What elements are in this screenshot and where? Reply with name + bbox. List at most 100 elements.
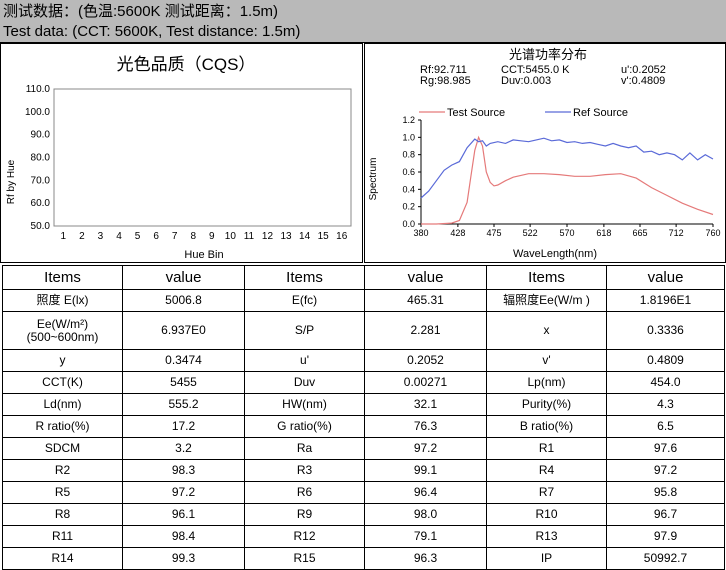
spectrum-y-tick-label: 1.0 [402, 132, 415, 142]
table-item-value: 5455 [122, 371, 245, 394]
table-item-name: R7 [486, 481, 607, 504]
table-item-value: 454.0 [606, 371, 725, 394]
spectrum-x-tick-label: 380 [413, 228, 428, 238]
table-row: Ld(nm) 555.2 HW(nm) 32.1 Purity(%) 4.3 [2, 393, 725, 416]
table-item-value: 99.1 [364, 459, 487, 482]
column-header-items: Items [2, 265, 123, 290]
table-item-name: R12 [244, 525, 365, 548]
table-item-name: R15 [244, 547, 365, 570]
cqs-x-tick-label: 9 [209, 231, 215, 242]
cqs-x-tick-label: 5 [135, 231, 141, 242]
column-header-value: value [606, 265, 725, 290]
table-item-value: 97.2 [606, 459, 725, 482]
table-item-value: 465.31 [364, 289, 487, 312]
table-item-value: 17.2 [122, 415, 245, 438]
cqs-x-tick-label: 4 [116, 231, 122, 242]
stat-v-prime: v':0.4809 [621, 75, 665, 87]
table-item-name: v' [486, 349, 607, 372]
table-item-name: Ld(nm) [2, 393, 123, 416]
stat-u-prime: u':0.2052 [621, 64, 666, 76]
measurement-table: Items value Items value Items value 照度 E(lx) 50… [2, 265, 725, 570]
stat-duv: Duv:0.003 [501, 75, 551, 87]
table-item-value: 96.4 [364, 481, 487, 504]
table-item-name: S/P [244, 311, 365, 350]
table-item-name: Purity(%) [486, 393, 607, 416]
spectrum-y-tick-label: 0.0 [402, 219, 415, 229]
table-item-name: R8 [2, 503, 123, 526]
cqs-y-tick-label: 90.0 [31, 130, 51, 141]
table-row: CCT(K) 5455 Duv 0.00271 Lp(nm) 454.0 [2, 371, 725, 394]
header-title-chinese: 测试数据：(色温:5600K 测试距离：1.5m) [3, 3, 279, 20]
spectrum-x-tick-label: 618 [596, 228, 611, 238]
table-item-value: 50992.7 [606, 547, 725, 570]
ref-source-line [420, 137, 714, 199]
legend-test-label: Test Source [447, 107, 505, 119]
cqs-x-axis-label: Hue Bin [184, 249, 223, 261]
table-item-value: 97.6 [606, 437, 725, 460]
cqs-x-tick-label: 16 [336, 231, 348, 242]
spectrum-chart-title: 光谱功率分布 [509, 47, 587, 62]
table-item-value: 98.0 [364, 503, 487, 526]
table-item-name: Lp(nm) [486, 371, 607, 394]
header-title-english: Test data: (CCT: 5600K, Test distance: 1… [3, 23, 301, 40]
table-item-name: Ee(W/m²)(500~600nm) [2, 311, 123, 350]
cqs-y-tick-label: 60.0 [31, 198, 51, 209]
legend-ref-label: Ref Source [573, 107, 628, 119]
table-item-name: HW(nm) [244, 393, 365, 416]
cqs-bar-chart: 光色品质（CQS） Rf by Hue Hue Bin 949895929196… [6, 55, 352, 261]
spectrum-x-tick-label: 665 [632, 228, 647, 238]
cqs-x-tick-label: 14 [299, 231, 311, 242]
table-item-value: 6.937E0 [122, 311, 245, 350]
table-item-name: CCT(K) [2, 371, 123, 394]
table-item-name: Ra [244, 437, 365, 460]
table-item-name: R9 [244, 503, 365, 526]
table-item-name: R2 [2, 459, 123, 482]
spectrum-x-tick-label: 428 [450, 228, 465, 238]
cqs-x-tick-label: 11 [244, 231, 255, 242]
table-item-value: 0.4809 [606, 349, 725, 372]
table-item-name: R11 [2, 525, 123, 548]
table-item-name: SDCM [2, 437, 123, 460]
table-item-value: 96.3 [364, 547, 487, 570]
table-item-name: R14 [2, 547, 123, 570]
cqs-y-tick-label: 70.0 [31, 175, 51, 186]
cqs-x-tick-label: 15 [318, 231, 330, 242]
table-item-value: 96.7 [606, 503, 725, 526]
spectrum-x-tick-label: 712 [669, 228, 684, 238]
table-item-value: 4.3 [606, 393, 725, 416]
table-item-name: u' [244, 349, 365, 372]
cqs-x-tick-label: 13 [280, 231, 292, 242]
table-row: 照度 E(lx) 5006.8 E(fc) 465.31 辐照度Ee(W/m ) 1.81… [2, 289, 725, 312]
table-item-value: 0.3474 [122, 349, 245, 372]
table-item-name: G ratio(%) [244, 415, 365, 438]
table-item-name: R6 [244, 481, 365, 504]
table-item-value: 95.8 [606, 481, 725, 504]
cqs-y-axis-label: Rf by Hue [6, 159, 17, 204]
report-header: 测试数据：(色温:5600K 测试距离：1.5m) Test data: (CC… [0, 0, 726, 43]
cqs-x-tick-label: 12 [262, 231, 274, 242]
table-item-value: 96.1 [122, 503, 245, 526]
spectrum-y-tick-label: 1.2 [402, 115, 415, 125]
table-item-value: 99.3 [122, 547, 245, 570]
cqs-x-tick-label: 2 [79, 231, 85, 242]
column-header-value: value [364, 265, 487, 290]
table-item-name: E(fc) [244, 289, 365, 312]
cqs-chart-panel: 光色品质（CQS） Rf by Hue Hue Bin 949895929196… [0, 43, 363, 263]
column-header-items: Items [486, 265, 607, 290]
spectrum-line-chart: 光谱功率分布 Rf:92.711 Rg:98.985 CCT:5455.0 K … [368, 47, 721, 260]
table-item-name: x [486, 311, 607, 350]
table-item-name: R ratio(%) [2, 415, 123, 438]
cqs-y-tick-label: 100.0 [25, 107, 50, 118]
stat-rf: Rf:92.711 [420, 64, 467, 76]
table-item-value: 32.1 [364, 393, 487, 416]
table-item-value: 0.3336 [606, 311, 725, 350]
cqs-x-tick-label: 10 [225, 231, 237, 242]
table-row: R5 97.2 R6 96.4 R7 95.8 [2, 481, 725, 504]
table-item-value: 79.1 [364, 525, 487, 548]
table-item-name: R3 [244, 459, 365, 482]
table-row: R11 98.4 R12 79.1 R13 97.9 [2, 525, 725, 548]
table-row: y 0.3474 u' 0.2052 v' 0.4809 [2, 349, 725, 372]
spectrum-y-tick-label: 0.4 [402, 184, 415, 194]
cqs-plot-frame [53, 88, 352, 227]
column-header-items: Items [244, 265, 365, 290]
